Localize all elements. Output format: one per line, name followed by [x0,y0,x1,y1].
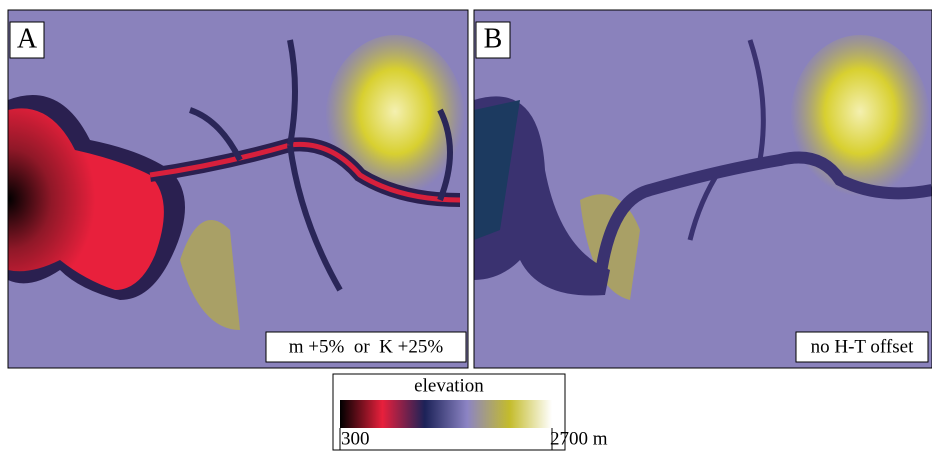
map-a [8,10,468,368]
annotation: no H-T offset [811,336,914,357]
panel-letter: B [484,23,503,54]
map-b [474,10,932,368]
colorbar-tick-label: 2700 m [550,428,608,449]
annotation: m +5% or K +25% [289,336,444,357]
colorbar-gradient [340,400,552,428]
figure: A m +5% or K +25% B no H-T offset elevat… [0,0,932,451]
page: {"panels": [ {"letter": "A", "annotation… [0,0,932,451]
colorbar-tick-label: 300 [341,428,370,449]
panel-letter: A [17,23,38,54]
colorbar-title: elevation [414,375,484,396]
